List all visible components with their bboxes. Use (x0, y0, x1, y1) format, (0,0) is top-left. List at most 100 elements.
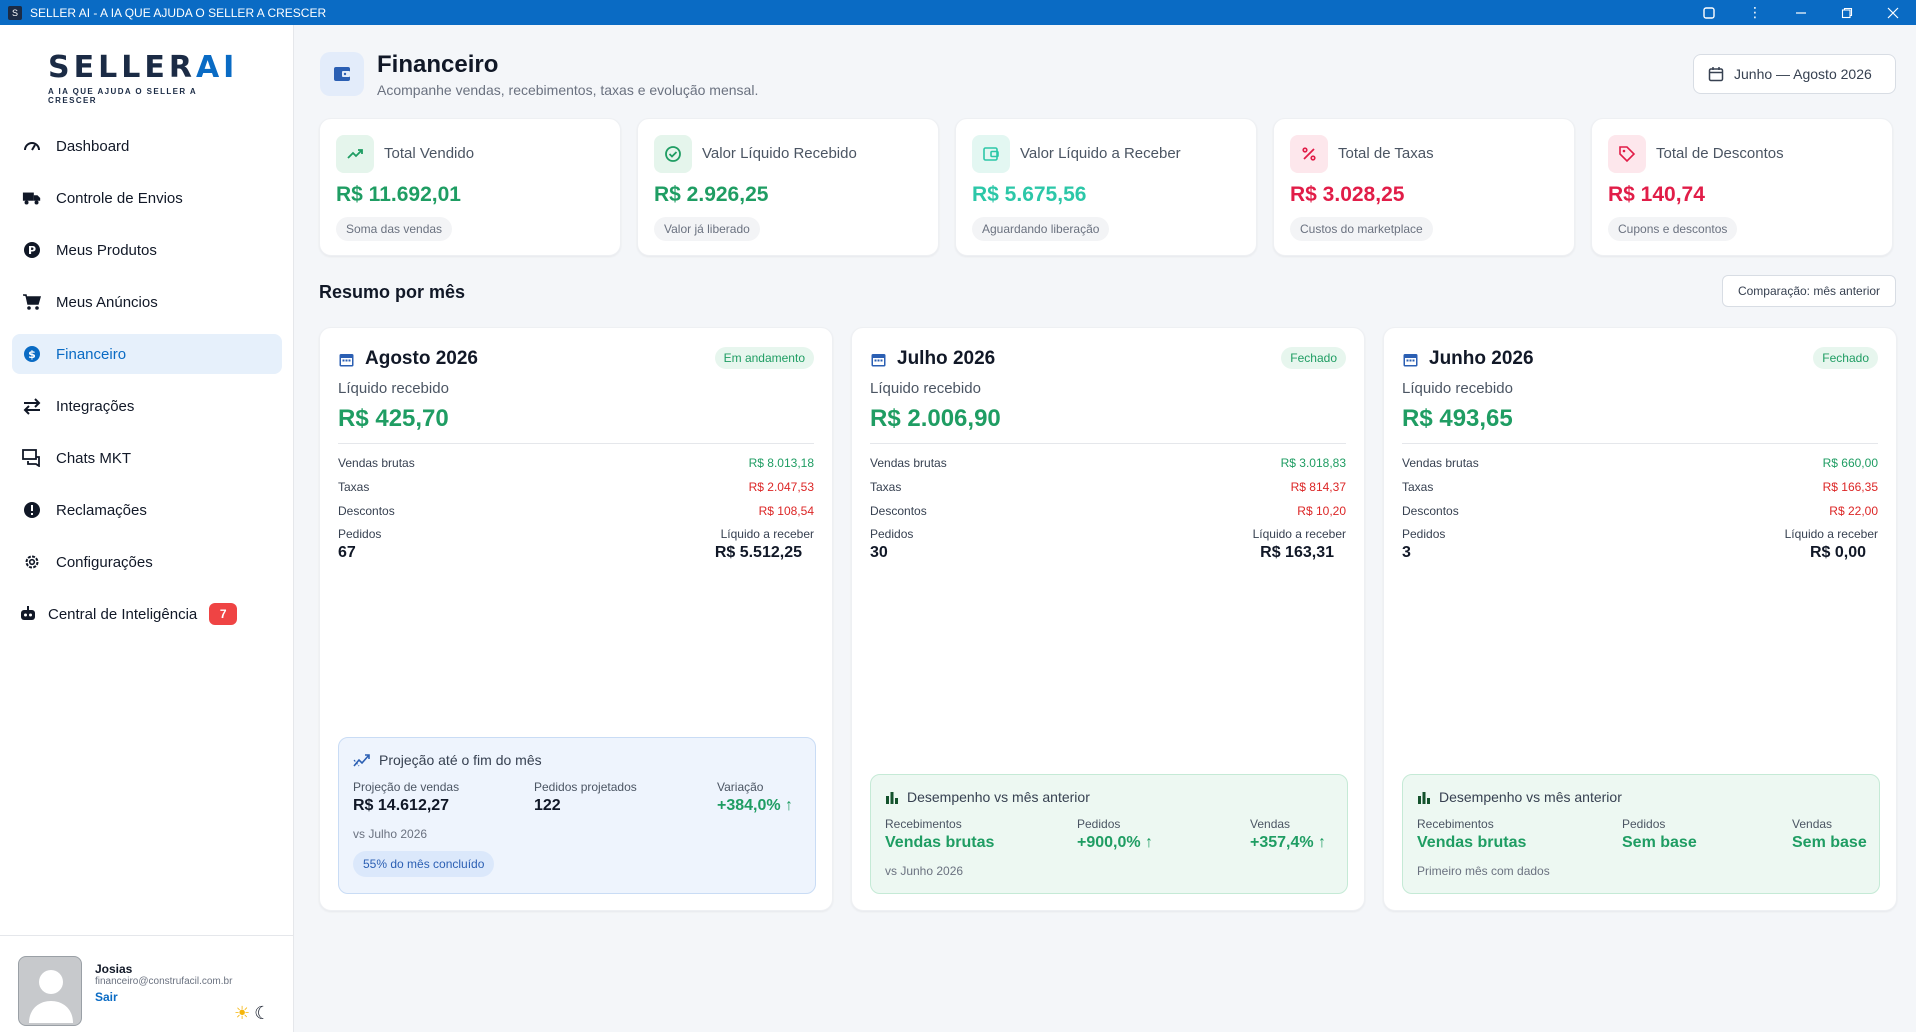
row-fees: Taxas R$ 2.047,53 (338, 480, 814, 494)
col-label: Variação (717, 780, 764, 794)
divider (338, 443, 814, 444)
sidebar-item-meus-anuncios[interactable]: Meus Anúncios (12, 282, 282, 322)
month-card-julho: Julho 2026 Fechado Líquido recebido R$ 2… (851, 327, 1365, 911)
sidebar-item-controle-envios[interactable]: Controle de Envios (12, 178, 282, 218)
theme-toggle[interactable]: ☀ ☾ (234, 1003, 270, 1024)
kpi-value: R$ 5.675,56 (972, 183, 1087, 206)
bar-chart-icon (1417, 790, 1431, 804)
page-subtitle: Acompanhe vendas, recebimentos, taxas e … (377, 82, 759, 98)
kpi-card-total-vendido: Total Vendido R$ 11.692,01 Soma das vend… (319, 118, 621, 256)
more-options-icon[interactable]: ⋮ (1748, 4, 1762, 20)
month-header: Junho 2026 (1402, 348, 1534, 370)
brand-name-accent: AI (195, 50, 239, 85)
sidebar-item-configuracoes[interactable]: Configurações (12, 542, 282, 582)
col-value: 122 (534, 797, 561, 814)
sidebar-item-dashboard[interactable]: Dashboard (12, 126, 282, 166)
row-fees: Taxas R$ 166,35 (1402, 480, 1878, 494)
avatar[interactable] (18, 956, 82, 1026)
sidebar-item-integracoes[interactable]: Integrações (12, 386, 282, 426)
month-card-agosto: Agosto 2026 Em andamento Líquido recebid… (319, 327, 833, 911)
minimize-icon[interactable] (1778, 0, 1824, 25)
row-label: Vendas brutas (1402, 456, 1479, 470)
sidebar-item-label: Dashboard (56, 137, 130, 155)
alert-circle-icon (22, 500, 42, 520)
performance-foot: Primeiro mês com dados (1417, 864, 1550, 878)
projected-variation: Variação +384,0% ↑ (717, 780, 793, 815)
sidebar-item-label: Controle de Envios (56, 189, 183, 207)
extensions-icon[interactable] (1686, 0, 1732, 25)
kpi-value: R$ 11.692,01 (336, 183, 461, 206)
gear-icon (22, 552, 42, 572)
row-label: Descontos (1402, 504, 1459, 518)
kpi-card-liquido-a-receber: Valor Líquido a Receber R$ 5.675,56 Agua… (955, 118, 1257, 256)
brand-logo[interactable]: SELLERAI A IA QUE AJUDA O SELLER A CRESC… (48, 50, 248, 106)
moon-icon[interactable]: ☾ (254, 1003, 271, 1023)
kpi-value: R$ 2.926,25 (654, 183, 769, 206)
sidebar-item-financeiro[interactable]: $ Financeiro (12, 334, 282, 374)
liquid-value: R$ 2.006,90 (870, 405, 1001, 432)
bar-chart-icon (885, 790, 899, 804)
close-icon[interactable] (1870, 0, 1916, 25)
projected-sales: Projeção de vendas R$ 14.612,27 (353, 780, 459, 815)
kpi-label: Total de Descontos (1656, 145, 1784, 162)
percent-icon (1290, 135, 1328, 173)
orders-label: Pedidos (870, 527, 914, 541)
row-gross: Vendas brutas R$ 3.018,83 (870, 456, 1346, 470)
sidebar-item-reclamacoes[interactable]: Reclamações (12, 490, 282, 530)
sidebar-item-label: Reclamações (56, 501, 147, 519)
liquid-label: Líquido recebido (1402, 380, 1513, 397)
month-header: Julho 2026 (870, 348, 995, 370)
projection-box: Projeção até o fim do mês Projeção de ve… (338, 737, 816, 894)
user-name: Josias (95, 962, 133, 976)
orders-label: Pedidos (1402, 527, 1446, 541)
col-label: Pedidos (1622, 817, 1666, 831)
row-label: Vendas brutas (338, 456, 415, 470)
wallet-header-icon (320, 52, 364, 96)
kpi-value: R$ 140,74 (1608, 183, 1705, 206)
speedometer-icon (22, 136, 42, 156)
perf-col-orders: Pedidos +900,0% ↑ (1077, 817, 1153, 852)
col-label: Vendas (1250, 817, 1291, 831)
row-label: Taxas (1402, 480, 1434, 494)
performance-title: Desempenho vs mês anterior (885, 789, 1090, 805)
section-title: Resumo por mês (319, 282, 466, 302)
sidebar-item-central-inteligencia[interactable]: Central de Inteligência 7 (12, 594, 282, 634)
kpi-label: Total de Taxas (1338, 145, 1434, 162)
arrows-swap-icon (22, 396, 42, 416)
row-fees: Taxas R$ 814,37 (870, 480, 1346, 494)
kpi-card-total-taxas: Total de Taxas R$ 3.028,25 Custos do mar… (1273, 118, 1575, 256)
window-titlebar: S SELLER AI - A IA QUE AJUDA O SELLER A … (0, 0, 1916, 25)
receivable-value: R$ 0,00 (1809, 544, 1866, 561)
status-badge: Fechado (1281, 347, 1346, 369)
box-title-text: Desempenho vs mês anterior (1439, 789, 1622, 805)
kpi-note: Aguardando liberação (972, 217, 1110, 241)
calendar-icon (870, 351, 887, 368)
perf-col-sales: Vendas Sem base (1792, 817, 1867, 852)
liquid-value: R$ 425,70 (338, 405, 449, 432)
kpi-card-liquido-recebido: Valor Líquido Recebido R$ 2.926,25 Valor… (637, 118, 939, 256)
sidebar-item-chats-mkt[interactable]: Chats MKT (12, 438, 282, 478)
row-label: Descontos (870, 504, 927, 518)
sun-icon[interactable]: ☀ (234, 1003, 251, 1023)
row-gross: Vendas brutas R$ 660,00 (1402, 456, 1878, 470)
logout-link[interactable]: Sair (95, 990, 118, 1004)
col-label: Recebimentos (885, 817, 962, 831)
projection-vs: vs Julho 2026 (353, 827, 428, 841)
col-value: +357,4% ↑ (1250, 834, 1327, 851)
month-header: Agosto 2026 (338, 348, 478, 370)
perf-col-orders: Pedidos Sem base (1622, 817, 1697, 852)
col-label: Pedidos projetados (534, 780, 637, 794)
col-value: Sem base (1792, 834, 1867, 851)
wallet-icon (972, 135, 1010, 173)
orders-value: 67 (338, 544, 356, 561)
row-value: R$ 10,20 (1297, 504, 1346, 518)
row-discounts: Descontos R$ 108,54 (338, 504, 814, 518)
sidebar-item-meus-produtos[interactable]: P Meus Produtos (12, 230, 282, 270)
restore-icon[interactable] (1824, 0, 1870, 25)
receivable-value: R$ 163,31 (1260, 544, 1334, 561)
box-title-text: Desempenho vs mês anterior (907, 789, 1090, 805)
compare-button[interactable]: Comparação: mês anterior (1722, 275, 1896, 307)
period-selector-button[interactable]: Junho — Agosto 2026 (1693, 54, 1896, 94)
row-value: R$ 166,35 (1822, 480, 1878, 494)
sidebar-item-label: Integrações (56, 397, 135, 415)
